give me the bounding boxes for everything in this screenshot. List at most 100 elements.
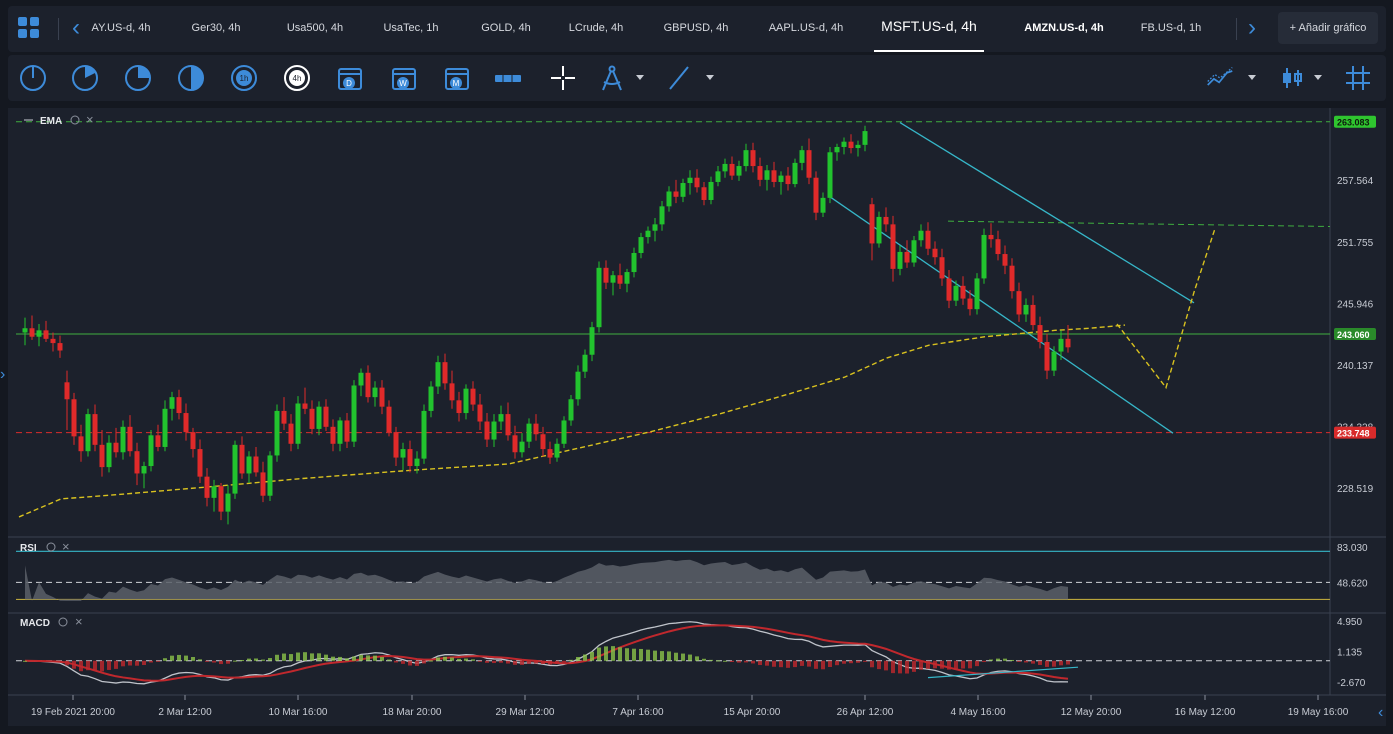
circle-half-icon[interactable] (177, 64, 205, 92)
candle[interactable] (792, 162, 798, 185)
candle[interactable] (281, 410, 287, 424)
candle[interactable] (631, 252, 637, 273)
tab-ay-us-d[interactable]: AY.US-d, 4h (91, 22, 151, 34)
candle[interactable] (694, 177, 700, 188)
tab-amzn-us-d[interactable]: AMZN.US-d, 4h (1024, 22, 1104, 34)
candle[interactable] (141, 466, 147, 474)
right-panel-arrow-icon[interactable]: ‹ (1378, 704, 1384, 721)
candle[interactable] (757, 166, 763, 180)
calendar-m-icon[interactable]: M (443, 64, 471, 92)
candle[interactable] (519, 441, 525, 453)
candle[interactable] (358, 372, 364, 386)
candle[interactable] (659, 206, 665, 225)
candle[interactable] (974, 278, 980, 310)
settings-icon[interactable] (58, 617, 68, 627)
candle[interactable] (484, 421, 490, 440)
candle[interactable] (435, 362, 441, 387)
candle[interactable] (456, 400, 462, 414)
candle[interactable] (820, 197, 826, 213)
circle-third-icon[interactable] (71, 64, 99, 92)
compass-icon[interactable] (598, 64, 626, 92)
dropdown-caret-icon[interactable] (636, 75, 644, 81)
candle[interactable] (295, 403, 301, 444)
candle[interactable] (330, 426, 336, 444)
candle[interactable] (960, 285, 966, 299)
candle[interactable] (561, 420, 567, 444)
settings-icon[interactable] (70, 115, 80, 125)
candle[interactable] (533, 423, 539, 435)
candle[interactable] (547, 449, 553, 458)
calendar-w-icon[interactable]: W (390, 64, 418, 92)
candle[interactable] (715, 171, 721, 182)
candle[interactable] (253, 456, 259, 473)
candle[interactable] (232, 444, 238, 494)
macd-trendline[interactable] (927, 666, 1079, 679)
candle[interactable] (939, 257, 945, 279)
tab-usatec[interactable]: UsaTec, 1h (383, 22, 439, 34)
candle[interactable] (92, 414, 98, 445)
candle[interactable] (260, 472, 266, 496)
crosshair-icon[interactable] (549, 64, 577, 92)
candle[interactable] (785, 175, 791, 185)
scroll-left-icon[interactable]: ‹ (72, 14, 80, 41)
circle-pie-icon[interactable] (124, 64, 152, 92)
candle[interactable] (911, 240, 917, 263)
candle[interactable] (225, 493, 231, 512)
candle[interactable] (323, 406, 329, 427)
candle[interactable] (1002, 254, 1008, 266)
candle[interactable] (99, 444, 105, 468)
candle[interactable] (477, 404, 483, 422)
candle[interactable] (526, 423, 532, 442)
candle[interactable] (610, 275, 616, 283)
candle[interactable] (78, 436, 84, 452)
dropdown-caret-icon[interactable] (1314, 75, 1322, 81)
apps-grid-icon[interactable] (18, 17, 40, 39)
candle[interactable] (379, 387, 385, 407)
candle[interactable] (1030, 304, 1036, 326)
candle[interactable] (127, 426, 133, 452)
candle[interactable] (764, 170, 770, 180)
tab-ger30[interactable]: Ger30, 4h (191, 22, 241, 34)
tab-aapl-us-d[interactable]: AAPL.US-d, 4h (768, 22, 844, 34)
candle[interactable] (722, 163, 728, 172)
candle[interactable] (309, 408, 315, 429)
candle[interactable] (603, 267, 609, 283)
candle[interactable] (687, 177, 693, 184)
candle[interactable] (155, 435, 161, 447)
candle[interactable] (211, 486, 217, 498)
scroll-right-icon[interactable]: › (1248, 14, 1256, 41)
candle[interactable] (414, 458, 420, 467)
candle[interactable] (428, 386, 434, 411)
candle[interactable] (113, 442, 119, 453)
candle[interactable] (778, 175, 784, 182)
candle[interactable] (876, 216, 882, 244)
candle[interactable] (729, 163, 735, 176)
candle[interactable] (540, 434, 546, 450)
candle[interactable] (246, 456, 252, 474)
candle[interactable] (491, 421, 497, 440)
candle[interactable] (904, 251, 910, 263)
candle[interactable] (183, 413, 189, 433)
candle[interactable] (925, 230, 931, 249)
candle[interactable] (36, 330, 42, 337)
candle[interactable] (918, 230, 924, 241)
channel-upper-line[interactable] (899, 122, 1195, 304)
candle[interactable] (64, 382, 70, 400)
candle[interactable] (680, 183, 686, 197)
candle[interactable] (71, 399, 77, 437)
candle[interactable] (946, 278, 952, 301)
tab-usa500[interactable]: Usa500, 4h (286, 22, 344, 34)
candle[interactable] (701, 187, 707, 200)
candle[interactable] (372, 387, 378, 398)
timeframe-1h-icon[interactable]: 1h (230, 64, 258, 92)
candle[interactable] (22, 328, 28, 333)
candle[interactable] (218, 486, 224, 512)
dropdown-caret-icon[interactable] (706, 75, 714, 81)
candle[interactable] (582, 354, 588, 372)
candle[interactable] (750, 150, 756, 167)
candle[interactable] (302, 403, 308, 409)
projection-line[interactable] (1116, 228, 1216, 390)
candle[interactable] (470, 388, 476, 405)
candle[interactable] (134, 451, 140, 474)
tab-msft-us-d[interactable]: MSFT.US-d, 4h (874, 6, 984, 52)
